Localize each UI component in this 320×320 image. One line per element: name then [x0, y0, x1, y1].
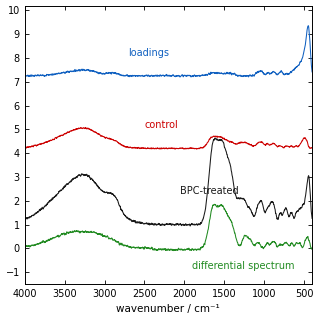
Text: loadings: loadings	[128, 48, 170, 58]
X-axis label: wavenumber / cm⁻¹: wavenumber / cm⁻¹	[116, 304, 220, 315]
Text: BPC-treated: BPC-treated	[180, 186, 239, 196]
Text: control: control	[144, 120, 178, 130]
Text: differential spectrum: differential spectrum	[192, 260, 295, 270]
